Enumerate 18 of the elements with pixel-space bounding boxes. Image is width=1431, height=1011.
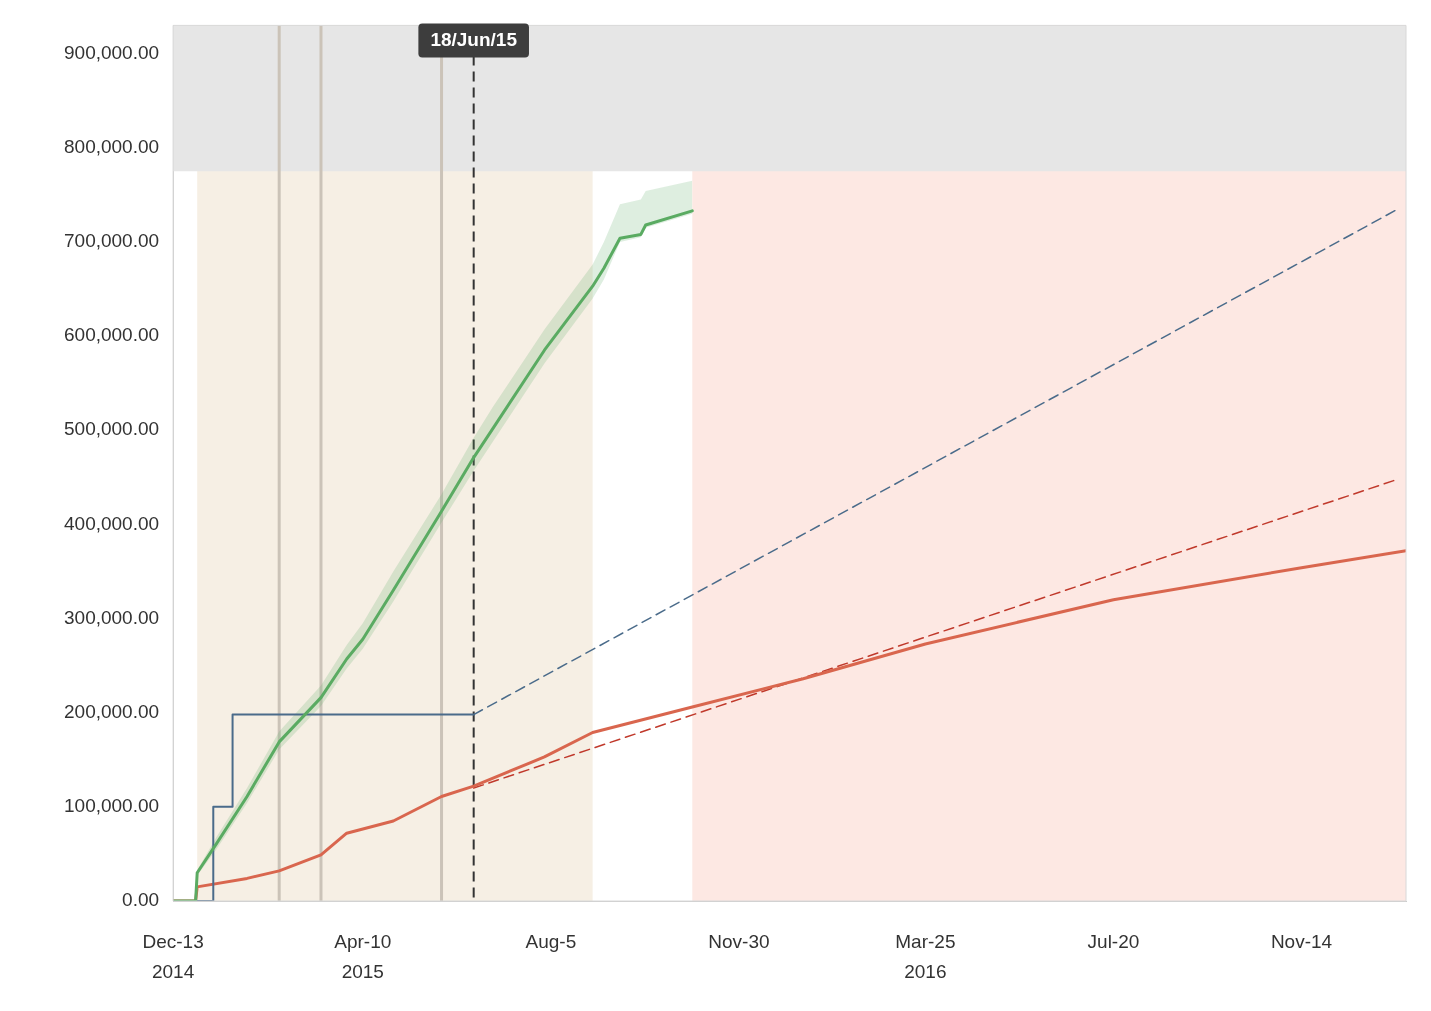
- x-tick-label: Nov-14: [1270, 930, 1333, 952]
- y-tick-label: 700,000.00: [64, 230, 160, 252]
- y-tick-label: 900,000.00: [64, 41, 160, 63]
- y-tick-label: 500,000.00: [64, 418, 160, 440]
- y-tick-label: 600,000.00: [64, 324, 160, 346]
- x-tick-label: Mar-25 2016: [895, 930, 956, 982]
- y-tick-label: 400,000.00: [64, 512, 160, 534]
- y-tick-label: 100,000.00: [64, 795, 160, 817]
- y-tick-label: 200,000.00: [64, 700, 160, 722]
- y-tick-label: 0.00: [122, 889, 160, 911]
- y-tick-label: 800,000.00: [64, 136, 160, 158]
- x-tick-label: Aug-5: [525, 930, 577, 952]
- x-tick-label: Dec-13 2014: [142, 930, 204, 982]
- ref-line-label: 18/Jun/15: [430, 28, 518, 50]
- x-tick-label: Apr-10 2015: [334, 930, 392, 982]
- x-tick-label: Nov-30: [708, 930, 770, 952]
- x-tick-label: Jul-20: [1087, 930, 1140, 952]
- y-tick-label: 300,000.00: [64, 606, 160, 628]
